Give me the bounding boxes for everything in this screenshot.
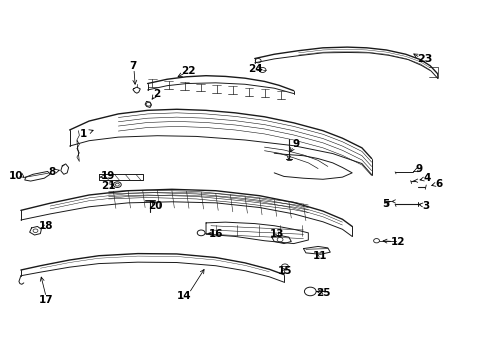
Text: 11: 11 — [313, 251, 328, 261]
Text: 2: 2 — [153, 89, 160, 99]
Text: 20: 20 — [148, 201, 163, 211]
Text: 22: 22 — [181, 66, 196, 76]
Text: 1: 1 — [79, 129, 87, 139]
Text: 18: 18 — [39, 221, 53, 231]
Text: 7: 7 — [129, 61, 137, 71]
Text: 23: 23 — [417, 54, 433, 64]
Text: 25: 25 — [316, 288, 330, 297]
Text: 10: 10 — [9, 171, 23, 181]
Text: 3: 3 — [422, 201, 430, 211]
Text: 9: 9 — [416, 164, 423, 174]
Text: 16: 16 — [209, 229, 223, 239]
Text: 15: 15 — [278, 266, 292, 276]
Text: 9: 9 — [292, 139, 299, 149]
Text: 6: 6 — [435, 179, 442, 189]
Text: 12: 12 — [391, 237, 405, 247]
Text: 8: 8 — [48, 167, 55, 177]
Text: 21: 21 — [101, 181, 116, 191]
Text: 4: 4 — [423, 173, 431, 183]
Text: 19: 19 — [100, 171, 115, 181]
Text: 13: 13 — [270, 229, 284, 239]
Text: 5: 5 — [382, 199, 389, 209]
Text: 17: 17 — [39, 295, 53, 305]
Text: 14: 14 — [177, 291, 192, 301]
Text: 24: 24 — [248, 64, 263, 74]
